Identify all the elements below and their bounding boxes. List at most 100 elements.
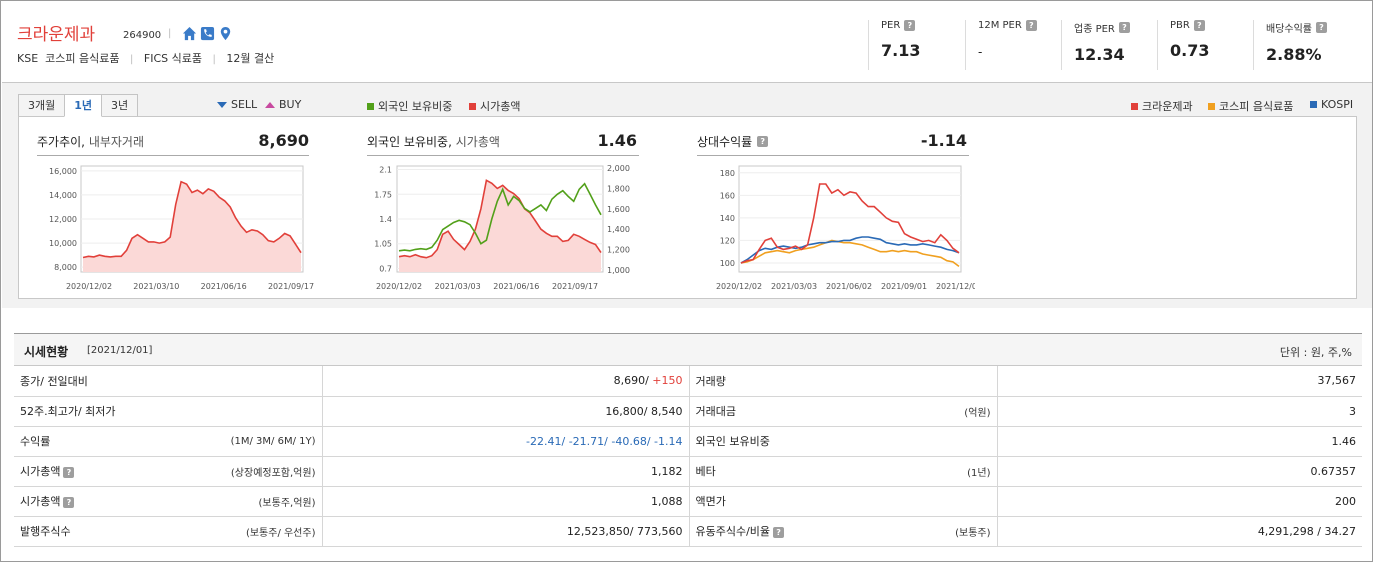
buy-triangle-icon — [265, 101, 275, 108]
metric-value: 0.73 — [1170, 41, 1210, 60]
row-note: (상장예정포함,억원) — [230, 467, 316, 479]
row-label-cell: 거래대금 (억원) — [689, 396, 998, 427]
row-note: (보통주) — [955, 527, 991, 539]
chart-value-price: 8,690 — [258, 131, 309, 150]
y-tick-label: 14,000 — [49, 191, 77, 200]
y-tick-label-left: 0.7 — [379, 264, 392, 273]
row-label-cell: 시가총액? (상장예정포함,억원) — [14, 456, 323, 487]
row-label: 거래량 — [695, 374, 726, 388]
chart-title: 외국인 보유비중 — [367, 135, 449, 149]
tab-3-years[interactable]: 3년 — [101, 94, 139, 117]
legend-label: 외국인 보유비중 — [378, 100, 453, 113]
divider: | — [130, 54, 134, 65]
metric-industry-per: 업종 PER? 12.34 — [1061, 20, 1157, 70]
row-label: 거래대금 — [695, 405, 736, 418]
cell-value: 0.67357 — [1310, 464, 1357, 478]
cell-value: 8,690/ — [613, 374, 649, 388]
location-pin-icon[interactable] — [218, 26, 233, 41]
legend-swatch — [367, 102, 374, 110]
help-icon[interactable]: ? — [757, 136, 769, 147]
chart-title-relative: 상대수익률? — [697, 133, 769, 150]
company-return-line — [740, 183, 960, 264]
chart-title-price: 주가추이, 내부자거래 — [37, 135, 145, 149]
table-row: 수익률 (1M/ 3M/ 6M/ 1Y) -22.41/ -21.71/ -40.6… — [14, 426, 1362, 457]
row-note: (억원) — [964, 407, 991, 419]
y-tick-label-left: 1.75 — [374, 190, 392, 199]
legend-swatch — [1310, 101, 1317, 108]
settlement-month: 12월 결산 — [226, 52, 275, 65]
cell-value: 4,291,298 / 34.27 — [1257, 524, 1356, 538]
y-tick-label: 12,000 — [49, 215, 77, 224]
market-status-section: 시세현황 [2021/12/01] 단위 : 원, 주,% 종가/ 전일대비 8,… — [14, 333, 1362, 547]
sell-legend: SELL — [217, 98, 257, 111]
y-tick-label: 120 — [720, 236, 735, 245]
x-tick-label: 2021/03/03 — [771, 282, 817, 291]
help-icon[interactable]: ? — [1025, 20, 1037, 31]
metric-value: - — [978, 45, 983, 59]
y-tick-label-right: 2,000 — [607, 164, 630, 173]
row-value-cell: 8,690/ +150 — [322, 366, 690, 397]
chart-value-relative: -1.14 — [920, 131, 967, 150]
divider: | — [168, 28, 172, 39]
legend-swatch — [1208, 102, 1215, 110]
help-icon[interactable]: ? — [63, 466, 75, 478]
cell-value: 12,523,850/ 773,560 — [566, 524, 683, 538]
company-name: 크라운제과 — [17, 25, 96, 45]
y-tick-label: 140 — [720, 214, 735, 223]
chart-subtitle: 내부자거래 — [88, 135, 145, 149]
metric-12m-per: 12M PER? - — [965, 20, 1061, 70]
help-icon[interactable]: ? — [63, 496, 75, 508]
table-row: 발행주식수 (보통주/ 우선주) 12,523,850/ 773,560 유동주식수/… — [14, 516, 1362, 547]
x-tick-label: 2020/12/02 — [376, 282, 422, 291]
help-icon[interactable]: ? — [904, 20, 916, 31]
x-tick-label: 2020/12/02 — [66, 282, 112, 291]
x-tick-label: 2021/09/17 — [552, 282, 598, 291]
metric-value: 2.88% — [1266, 45, 1322, 64]
tab-1-year[interactable]: 1년 — [64, 94, 103, 117]
section-date: [2021/12/01] — [87, 345, 153, 356]
plot-area — [738, 165, 962, 273]
row-note: (1M/ 3M/ 6M/ 1Y) — [230, 435, 316, 447]
y-tick-label: 10,000 — [49, 239, 77, 248]
legend-label: 크라운제과 — [1142, 100, 1193, 113]
row-value-cell: 4,291,298 / 34.27 — [997, 516, 1362, 547]
row-label: 액면가 — [695, 495, 726, 508]
row-label: 시가총액 — [20, 465, 61, 478]
cell-value: 16,800/ 8,540 — [605, 404, 683, 418]
help-icon[interactable]: ? — [1316, 22, 1327, 33]
tab-3-months[interactable]: 3개월 — [18, 94, 66, 117]
row-label: 유동주식수/비율 — [695, 525, 771, 538]
metric-label: 12M PER — [978, 20, 1022, 31]
home-icon[interactable] — [182, 26, 197, 41]
row-value-cell: 200 — [997, 486, 1362, 517]
legend-label: 시가총액 — [480, 100, 521, 113]
legend-foreign-ownership: 외국인 보유비중 — [367, 98, 452, 114]
row-value-cell: 16,800/ 8,540 — [322, 396, 690, 427]
help-icon[interactable]: ? — [1193, 20, 1205, 31]
sell-triangle-icon — [217, 101, 227, 108]
divider: | — [212, 54, 216, 65]
stock-code: 264900 — [123, 30, 162, 41]
help-icon[interactable]: ? — [1118, 22, 1130, 33]
cell-value: 3 — [1349, 404, 1356, 418]
help-icon[interactable]: ? — [773, 526, 785, 538]
row-value-cell: 1,182 — [322, 456, 690, 487]
legend-swatch — [1131, 102, 1138, 110]
chart-value-foreign: 1.46 — [597, 131, 637, 150]
unit-label: 단위 : 원, 주,% — [1279, 346, 1352, 359]
row-label: 52주.최고가/ 최저가 — [20, 405, 116, 418]
row-label-cell: 외국인 보유비중 — [689, 426, 998, 457]
phone-icon[interactable] — [200, 26, 215, 41]
company-header: 크라운제과 264900 | KSE 코스피 음식료품 | FICS 식료품 |… — [2, 2, 1372, 83]
row-note: (보통주,억원) — [258, 497, 316, 509]
foreign-ownership-chart: 2.1 1.75 1.4 1.05 0.7 2,000 1,800 1,600 1,400 1,2… — [374, 164, 630, 291]
y-tick-label-right: 1,200 — [607, 246, 630, 255]
sell-label: SELL — [231, 98, 258, 111]
period-tabs: 3개월 1년 3년 — [18, 94, 139, 117]
fics-industry: FICS 식료품 — [143, 52, 202, 65]
row-label-cell: 52주.최고가/ 최저가 — [14, 396, 323, 427]
table-row: 시가총액? (보통주,억원) 1,088 액면가 200 — [14, 486, 1362, 517]
metric-label: 업종 PER — [1074, 24, 1115, 35]
cell-value: 200 — [1335, 494, 1356, 508]
